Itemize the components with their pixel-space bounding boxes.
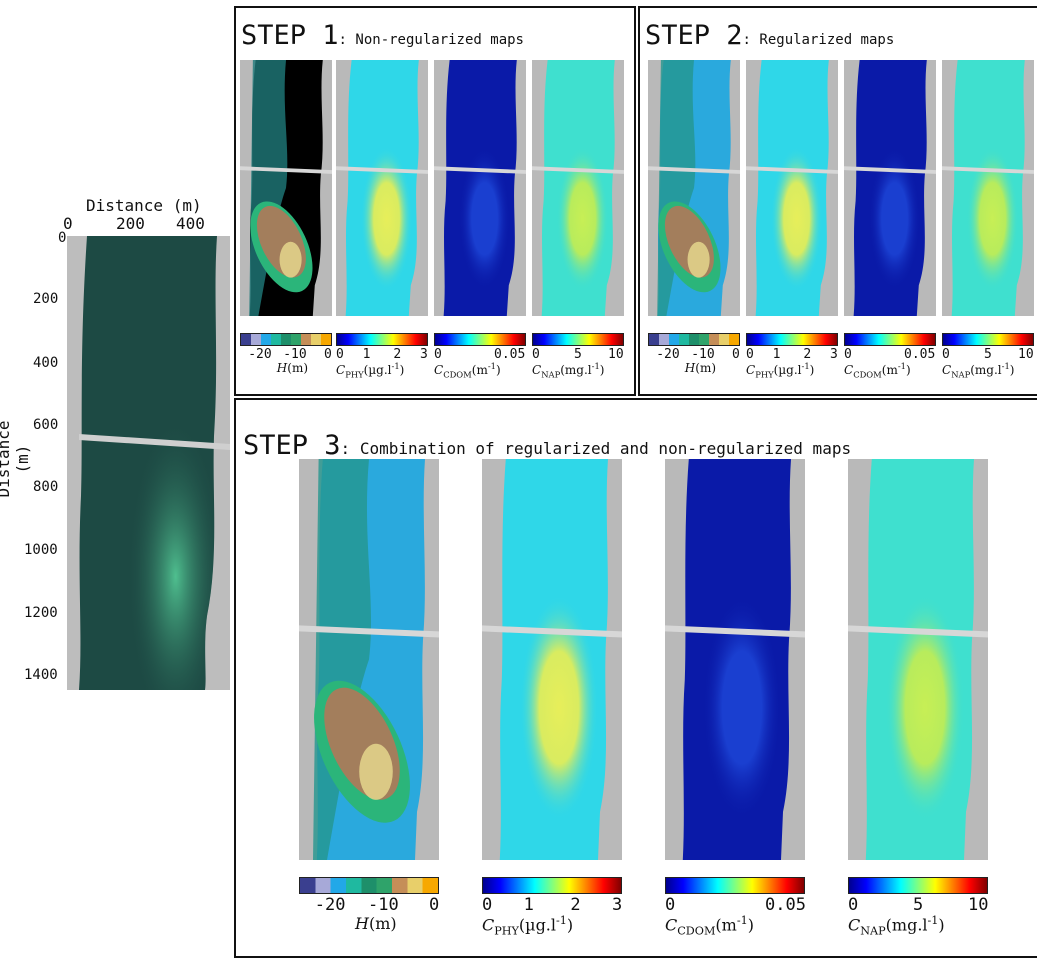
step3-colorbar-cdom-tick: 0.05: [765, 895, 806, 915]
step2-colorbar-depth-gradient: [648, 333, 740, 346]
overview-x-axis-title: Distance (m): [86, 196, 202, 215]
step3-colorbar-phy-gradient: [482, 877, 622, 894]
step3-map-cdom: [665, 459, 805, 860]
step2-map-cdom: [844, 60, 936, 316]
step3-colorbar-depth-tick: -20: [315, 895, 346, 915]
overview-y-tick: 1000: [24, 542, 58, 558]
step3-colorbar-cdom-label: CCDOM(m-1): [665, 914, 754, 938]
step3-colorbar-depth-tick: 0: [429, 895, 439, 915]
step3-colorbar-depth-tick: -10: [368, 895, 399, 915]
step3-colorbar-nap-label: CNAP(mg.l-1): [848, 914, 945, 938]
overview-true-color-image: [67, 236, 230, 690]
step2-colorbar-depth-tick: 0: [732, 347, 740, 362]
step3-colorbar-phy-tick: 1: [524, 895, 534, 915]
step1-colorbar-phy-tick: 3: [420, 347, 428, 362]
step2-colorbar-depth-tick: -20: [656, 347, 679, 362]
overview-y-tick: 1400: [24, 667, 58, 683]
overview-y-axis-title: Distance (m): [0, 404, 32, 514]
overview-y-tick: 1200: [24, 605, 58, 621]
step2-colorbar-nap-tick: 10: [1018, 347, 1034, 362]
step3-colorbar-nap-tick: 5: [913, 895, 923, 915]
step3-colorbar-nap-tick: 0: [848, 895, 858, 915]
step1-colorbar-nap-label: CNAP(mg.l-1): [532, 361, 604, 379]
overview-y-tick: 0: [58, 230, 66, 246]
step2-map-phy: [746, 60, 838, 316]
step3-colorbar-phy-tick: 0: [482, 895, 492, 915]
step3-colorbar-depth-gradient: [299, 877, 439, 894]
step1-colorbar-cdom-tick: 0: [434, 347, 442, 362]
step2-colorbar-phy-gradient: [746, 333, 838, 346]
step2-colorbar-nap-label: CNAP(mg.l-1): [942, 361, 1014, 379]
step3-map-depth: [299, 459, 439, 860]
step1-colorbar-phy-label: CPHY(µg.l-1): [336, 361, 404, 379]
step2-colorbar-nap-tick: 0: [942, 347, 950, 362]
step1-colorbar-depth-tick: 0: [324, 347, 332, 362]
step2-colorbar-phy-label: CPHY(µg.l-1): [746, 361, 814, 379]
step1-colorbar-nap-tick: 10: [608, 347, 624, 362]
step2-colorbar-phy-tick: 3: [830, 347, 838, 362]
step1-colorbar-cdom-gradient: [434, 333, 526, 346]
step1-map-depth: [240, 60, 332, 316]
step2-colorbar-depth-tick: -10: [691, 347, 714, 362]
overview-x-tick-400: 400: [176, 214, 205, 233]
overview-y-tick: 200: [33, 291, 58, 307]
step2-colorbar-cdom-tick: 0: [844, 347, 852, 362]
step3-colorbar-phy-tick: 2: [570, 895, 580, 915]
step1-colorbar-cdom-label: CCDOM(m-1): [434, 361, 501, 379]
step1-colorbar-depth-tick: -20: [248, 347, 271, 362]
step3-map-nap: [848, 459, 988, 860]
step1-map-phy: [336, 60, 428, 316]
step2-colorbar-nap-tick: 5: [984, 347, 992, 362]
step2-colorbar-cdom-tick: 0.05: [904, 347, 935, 362]
step3-title: STEP 3: Combination of regularized and n…: [243, 430, 851, 461]
step1-colorbar-depth-gradient: [240, 333, 332, 346]
step3-colorbar-phy-label: CPHY(µg.l-1): [482, 914, 573, 938]
step1-colorbar-depth-tick: -10: [283, 347, 306, 362]
step2-map-nap: [942, 60, 1034, 316]
step1-colorbar-phy-tick: 1: [363, 347, 371, 362]
step2-colorbar-nap-gradient: [942, 333, 1034, 346]
step2-colorbar-cdom-label: CCDOM(m-1): [844, 361, 911, 379]
step2-colorbar-phy-tick: 1: [773, 347, 781, 362]
overview-y-tick: 800: [33, 479, 58, 495]
overview-x-tick-200: 200: [116, 214, 145, 233]
step3-colorbar-nap-tick: 10: [968, 895, 988, 915]
step1-colorbar-cdom-tick: 0.05: [494, 347, 525, 362]
step3-colorbar-cdom-tick: 0: [665, 895, 675, 915]
step1-colorbar-depth-label: H(m): [277, 361, 308, 375]
step2-title: STEP 2: Regularized maps: [645, 20, 894, 51]
step3-colorbar-cdom-gradient: [665, 877, 805, 894]
step3-colorbar-depth-label: H(m): [355, 914, 397, 933]
overview-y-tick: 400: [33, 355, 58, 371]
step1-map-cdom: [434, 60, 526, 316]
step2-colorbar-phy-tick: 2: [803, 347, 811, 362]
step1-colorbar-phy-tick: 0: [336, 347, 344, 362]
step3-colorbar-nap-gradient: [848, 877, 988, 894]
step3-map-phy: [482, 459, 622, 860]
step2-map-depth: [648, 60, 740, 316]
step3-colorbar-phy-tick: 3: [612, 895, 622, 915]
step2-colorbar-depth-label: H(m): [685, 361, 716, 375]
step1-map-nap: [532, 60, 624, 316]
step2-colorbar-cdom-gradient: [844, 333, 936, 346]
step1-colorbar-phy-gradient: [336, 333, 428, 346]
step1-colorbar-phy-tick: 2: [393, 347, 401, 362]
step1-colorbar-nap-tick: 0: [532, 347, 540, 362]
step1-title: STEP 1: Non-regularized maps: [241, 20, 524, 51]
step1-colorbar-nap-gradient: [532, 333, 624, 346]
overview-y-tick: 600: [33, 417, 58, 433]
step2-colorbar-phy-tick: 0: [746, 347, 754, 362]
step1-colorbar-nap-tick: 5: [574, 347, 582, 362]
